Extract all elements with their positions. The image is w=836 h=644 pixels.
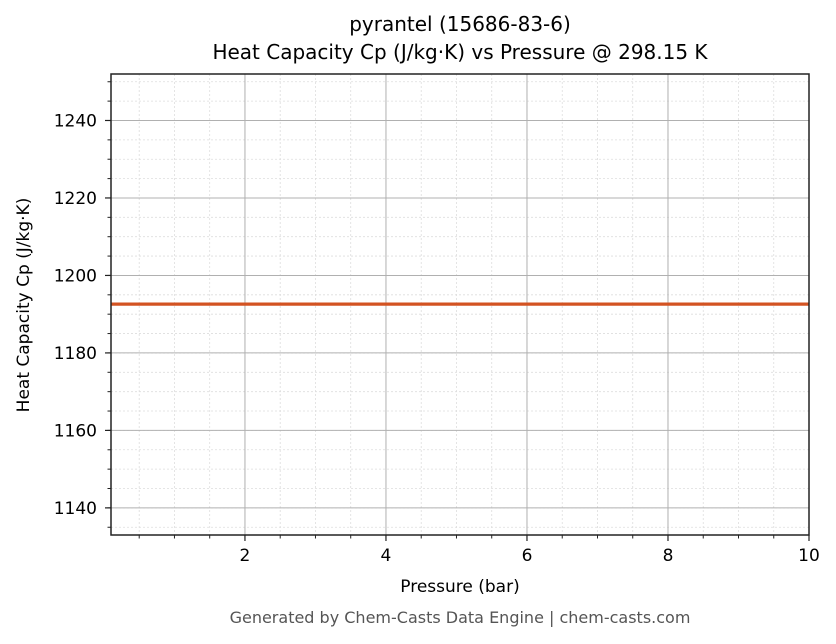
x-tick-label: 10 <box>798 546 820 566</box>
y-tick-label: 1220 <box>54 189 97 209</box>
y-tick-label: 1240 <box>54 111 97 131</box>
y-axis-label: Heat Capacity Cp (J/kg·K) <box>14 197 34 413</box>
y-tick-label: 1140 <box>54 499 97 519</box>
x-axis-label: Pressure (bar) <box>400 577 520 597</box>
y-tick-label: 1200 <box>54 266 97 286</box>
x-tick-label: 8 <box>663 546 674 566</box>
footer-credit: Generated by Chem-Casts Data Engine | ch… <box>229 608 691 627</box>
y-tick-label: 1180 <box>54 344 97 364</box>
chart-title: pyrantel (15686-83-6) <box>349 12 571 36</box>
x-tick-label: 6 <box>522 546 533 566</box>
x-tick-label: 4 <box>381 546 392 566</box>
y-tick-label: 1160 <box>54 421 97 441</box>
plot-frame <box>110 73 810 536</box>
x-tick-label: 2 <box>240 546 251 566</box>
chart-subtitle: Heat Capacity Cp (J/kg·K) vs Pressure @ … <box>212 40 708 64</box>
